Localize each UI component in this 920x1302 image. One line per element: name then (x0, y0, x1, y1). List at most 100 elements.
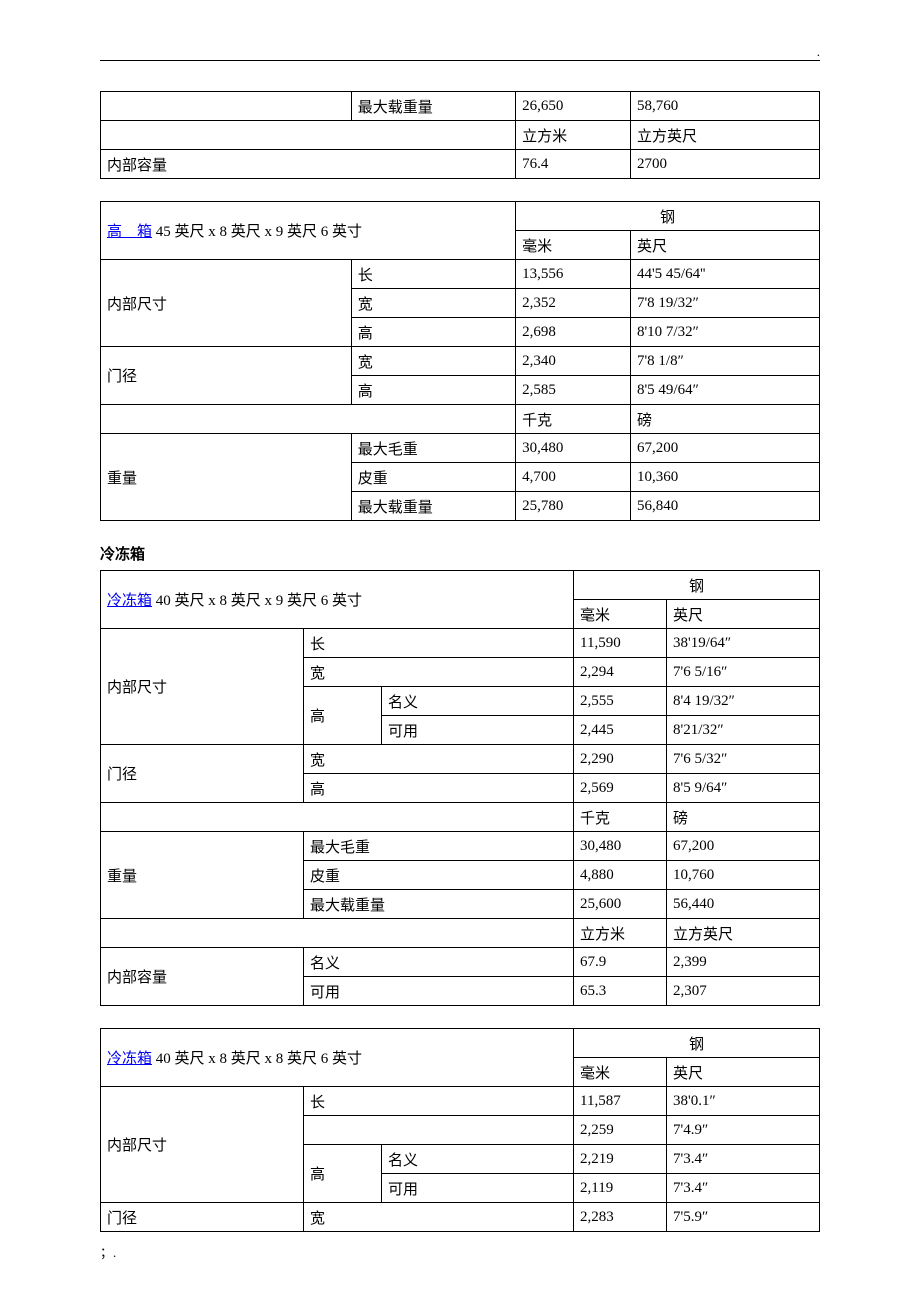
table-row: 千克 磅 (101, 803, 820, 832)
table-row: 内部容量 76.4 2700 (101, 150, 820, 179)
cell-door-width: 宽 (304, 1203, 574, 1232)
cell-mm: 13,556 (516, 260, 631, 289)
table-row: 内部容量 名义 67.9 2,399 (101, 948, 820, 977)
footer-mark: ；. (100, 1242, 820, 1261)
cell-nominal: 名义 (382, 1145, 574, 1174)
cell-ft: 7'3.4″ (667, 1145, 820, 1174)
table-row: 冷冻箱 40 英尺 x 8 英尺 x 8 英尺 6 英寸 钢 (101, 1029, 820, 1058)
top-fragment-table: 最大载重量 26,650 58,760 立方米 立方英尺 内部容量 76.4 2… (100, 91, 820, 179)
cell-mm: 11,587 (574, 1087, 667, 1116)
cell-ft: 8'4 19/32″ (667, 687, 820, 716)
cell-steel-header: 钢 (574, 1029, 820, 1058)
cell-height: 高 (304, 687, 382, 745)
cell-door: 门径 (101, 1203, 304, 1232)
cell-ft: 67,200 (630, 434, 819, 463)
cell-maxgross: 最大毛重 (304, 832, 574, 861)
cell-mm: 4,880 (574, 861, 667, 890)
cell-mm-header: 毫米 (574, 600, 667, 629)
cell-mm: 30,480 (516, 434, 631, 463)
cell-ft: 7'8 1/8″ (630, 347, 819, 376)
cell-mm: 26,650 (516, 92, 631, 121)
cell-mm: 2,219 (574, 1145, 667, 1174)
cell-ft: 58,760 (630, 92, 819, 121)
cell-ft-header: 英尺 (667, 1058, 820, 1087)
cell-ft: 56,440 (667, 890, 820, 919)
cell-ft: 7'8 19/32″ (630, 289, 819, 318)
cell-unit-ft: 立方英尺 (630, 121, 819, 150)
cell-kg: 千克 (516, 405, 631, 434)
page-top-rule (100, 60, 820, 61)
cell-lb: 磅 (630, 405, 819, 434)
cell-door: 门径 (101, 347, 352, 405)
cell-ft: 2,399 (667, 948, 820, 977)
reefer-link-2[interactable]: 冷冻箱 (107, 1051, 152, 1067)
cell-maxgross: 最大毛重 (351, 434, 515, 463)
table-row: 最大载重量 26,650 58,760 (101, 92, 820, 121)
cell-mm: 2,569 (574, 774, 667, 803)
cell-maxload: 最大载重量 (304, 890, 574, 919)
cell-mm: 65.3 (574, 977, 667, 1006)
cell-mm: 2,283 (574, 1203, 667, 1232)
cell-mm-header: 毫米 (516, 231, 631, 260)
table-40ft-9-6: 冷冻箱 40 英尺 x 8 英尺 x 9 英尺 6 英寸 钢 毫米 英尺 内部尺… (100, 570, 820, 1006)
cell-height: 高 (351, 318, 515, 347)
cell-weight: 重量 (101, 832, 304, 919)
table-40ft-8-6: 冷冻箱 40 英尺 x 8 英尺 x 8 英尺 6 英寸 钢 毫米 英尺 内部尺… (100, 1028, 820, 1232)
cell-ft: 2,307 (667, 977, 820, 1006)
table-row: 立方米 立方英尺 (101, 919, 820, 948)
table-row: 门径 宽 2,290 7'6 5/32″ (101, 745, 820, 774)
cell-length: 长 (304, 1087, 574, 1116)
cell-mm: 4,700 (516, 463, 631, 492)
table-row: 重量 最大毛重 30,480 67,200 (101, 434, 820, 463)
cell-capacity: 内部容量 (101, 948, 304, 1006)
table-row: 冷冻箱 40 英尺 x 8 英尺 x 9 英尺 6 英寸 钢 (101, 571, 820, 600)
cell-ft: 2700 (630, 150, 819, 179)
cell-title: 冷冻箱 40 英尺 x 8 英尺 x 9 英尺 6 英寸 (101, 571, 574, 629)
cell-mm: 2,340 (516, 347, 631, 376)
cell-mm: 2,294 (574, 658, 667, 687)
cell-mm: 30,480 (574, 832, 667, 861)
cell-ft: 10,760 (667, 861, 820, 890)
cell-usable: 可用 (382, 716, 574, 745)
cell-empty (101, 121, 516, 150)
cell-m3: 立方米 (574, 919, 667, 948)
cell-mm: 76.4 (516, 150, 631, 179)
cell-weight: 重量 (101, 434, 352, 521)
cell-steel-header: 钢 (516, 202, 820, 231)
cell-mm: 25,780 (516, 492, 631, 521)
cell-empty (101, 92, 352, 121)
cell-door-width: 宽 (351, 347, 515, 376)
cell-door-width: 宽 (304, 745, 574, 774)
cell-ft: 7'6 5/16″ (667, 658, 820, 687)
cell-kg: 千克 (574, 803, 667, 832)
cell-nominal: 名义 (382, 687, 574, 716)
cell-ft: 38'19/64″ (667, 629, 820, 658)
table-row: 高 箱 45 英尺 x 8 英尺 x 9 英尺 6 英寸 钢 (101, 202, 820, 231)
reefer-link[interactable]: 冷冻箱 (107, 593, 152, 609)
cell-cap-nom: 名义 (304, 948, 574, 977)
cell-empty (304, 1116, 574, 1145)
title-rest: 45 英尺 x 8 英尺 x 9 英尺 6 英寸 (152, 224, 362, 240)
cell-unit-mm: 立方米 (516, 121, 631, 150)
cell-cap-use: 可用 (304, 977, 574, 1006)
cell-mm: 2,259 (574, 1116, 667, 1145)
cell-ft: 7'3.4″ (667, 1174, 820, 1203)
table-row: 千克 磅 (101, 405, 820, 434)
cell-ft: 7'6 5/32″ (667, 745, 820, 774)
table-row: 内部尺寸 长 13,556 44'5 45/64'' (101, 260, 820, 289)
table-row: 门径 宽 2,340 7'8 1/8″ (101, 347, 820, 376)
cell-usable: 可用 (382, 1174, 574, 1203)
cell-mm: 2,352 (516, 289, 631, 318)
cell-maxload: 最大载重量 (351, 492, 515, 521)
cell-tare: 皮重 (351, 463, 515, 492)
cell-ft: 8'10 7/32″ (630, 318, 819, 347)
cell-internal: 内部尺寸 (101, 629, 304, 745)
cell-empty (101, 803, 574, 832)
cell-mm: 2,585 (516, 376, 631, 405)
cell-ft: 38'0.1″ (667, 1087, 820, 1116)
cell-ft: 7'4.9″ (667, 1116, 820, 1145)
high-box-link[interactable]: 高 箱 (107, 224, 152, 240)
cell-ft: 8'21/32″ (667, 716, 820, 745)
cell-length: 长 (351, 260, 515, 289)
cell-ft: 56,840 (630, 492, 819, 521)
